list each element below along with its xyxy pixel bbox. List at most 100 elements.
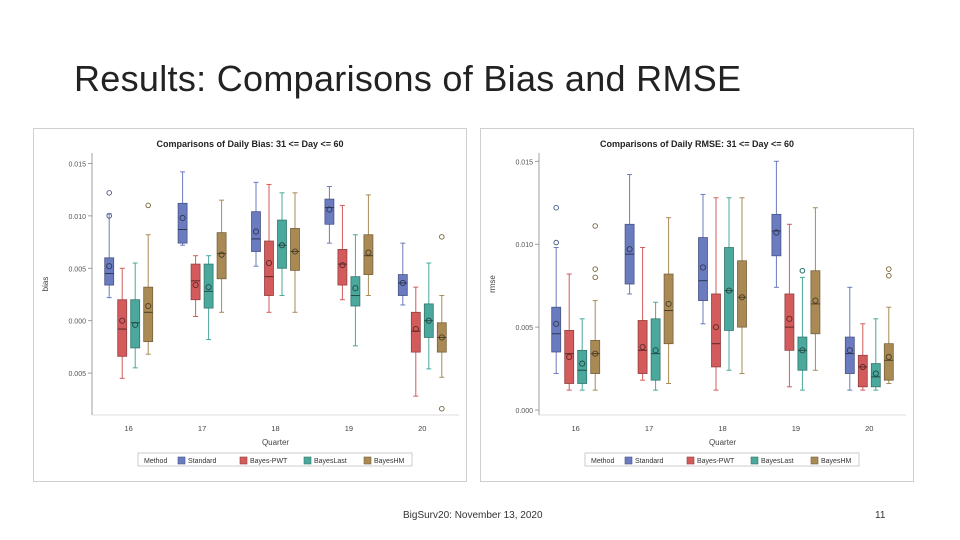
legend-swatch xyxy=(810,456,819,465)
box-bayeshm xyxy=(810,270,821,335)
mean-marker xyxy=(252,228,260,235)
mean-marker xyxy=(119,317,126,324)
outlier-point xyxy=(886,272,892,279)
y-tick-label: 0.005 xyxy=(68,371,86,378)
box-standard xyxy=(698,237,708,301)
legend-swatch xyxy=(239,456,248,465)
box-bayeslast xyxy=(277,219,287,269)
mean-marker xyxy=(799,347,806,354)
box-bayeshm xyxy=(883,343,894,381)
mean-marker xyxy=(218,251,225,258)
legend-swatch xyxy=(363,456,372,465)
mean-marker xyxy=(425,317,432,324)
legend-label: BayesLast xyxy=(314,458,347,465)
outlier-point xyxy=(799,267,806,274)
box-bayeshm xyxy=(290,228,300,271)
outlier-point xyxy=(553,239,559,246)
box-bayes-pwt xyxy=(117,299,128,357)
x-tick-label: 17 xyxy=(198,424,206,433)
mean-marker xyxy=(132,321,139,328)
mean-marker xyxy=(179,214,186,222)
legend-label: Bayes-PWT xyxy=(250,458,288,465)
x-axis-label: Quarter xyxy=(262,438,289,447)
box-bayes-pwt xyxy=(190,263,201,301)
legend-box xyxy=(584,452,860,467)
outlier-point xyxy=(592,274,598,281)
mean-marker xyxy=(265,259,273,267)
mean-marker xyxy=(626,246,633,253)
box-bayes-pwt xyxy=(711,293,721,368)
mean-marker xyxy=(326,206,333,213)
y-tick-label: 0.000 xyxy=(68,319,86,326)
mean-marker xyxy=(872,370,879,377)
mean-marker xyxy=(652,347,659,354)
mean-marker xyxy=(339,262,346,269)
box-bayeshm xyxy=(363,234,374,275)
mean-marker xyxy=(579,360,586,367)
box-standard xyxy=(104,257,115,286)
mean-marker xyxy=(291,248,299,255)
mean-marker xyxy=(192,281,199,289)
box-standard xyxy=(324,198,335,225)
x-tick-label: 17 xyxy=(645,424,653,433)
legend-swatch xyxy=(303,456,312,465)
y-axis-label: bias xyxy=(41,277,50,292)
outlier-point xyxy=(439,405,445,412)
box-bayeslast xyxy=(650,318,661,381)
legend-label: BayesHM xyxy=(821,458,852,465)
x-tick-label: 20 xyxy=(418,424,426,433)
mean-marker xyxy=(145,302,152,310)
x-tick-label: 19 xyxy=(792,424,800,433)
rmse-chart-panel: Comparisons of Daily RMSE: 31 <= Day <= … xyxy=(480,128,914,482)
legend-swatch xyxy=(177,456,186,465)
x-tick-label: 16 xyxy=(572,424,580,433)
box-bayeshm xyxy=(143,286,154,343)
rmse-boxplot: Comparisons of Daily RMSE: 31 <= Day <= … xyxy=(488,139,906,467)
box-bayeshm xyxy=(663,273,674,345)
box-bayeshm xyxy=(590,339,601,374)
mean-marker xyxy=(859,363,866,370)
outlier-point xyxy=(592,266,598,272)
box-bayeshm xyxy=(737,260,747,328)
box-standard xyxy=(397,274,408,296)
box-bayeslast xyxy=(797,336,808,371)
y-tick-label: 0.010 xyxy=(68,214,86,221)
legend-label: BayesLast xyxy=(761,458,794,465)
outlier-point xyxy=(592,223,598,229)
box-standard xyxy=(251,211,261,252)
box-standard xyxy=(551,306,562,353)
x-tick-label: 19 xyxy=(345,424,353,433)
mean-marker xyxy=(786,315,793,322)
box-bayes-pwt xyxy=(264,240,274,296)
mean-marker xyxy=(106,263,113,270)
legend-swatch xyxy=(686,456,695,465)
mean-marker xyxy=(773,229,780,236)
y-tick-label: 0.005 xyxy=(515,325,533,332)
mean-marker xyxy=(699,264,707,271)
legend-swatch xyxy=(624,456,633,465)
box-bayeslast xyxy=(577,349,588,384)
mean-marker xyxy=(278,242,286,249)
box-bayeslast xyxy=(130,299,141,349)
box-bayes-pwt xyxy=(857,354,868,388)
mean-marker xyxy=(438,334,445,341)
mean-marker xyxy=(725,287,733,294)
mean-marker xyxy=(665,300,672,307)
page-number: 11 xyxy=(875,510,886,521)
mean-marker xyxy=(412,326,419,333)
legend-label: BayesHM xyxy=(374,458,405,465)
legend: Method Standard Bayes-PWT BayesLast BayesHM xyxy=(137,452,413,467)
legend-label: Standard xyxy=(188,458,217,465)
box-bayeslast xyxy=(203,263,214,309)
box-bayeslast xyxy=(724,247,734,331)
box-bayeslast xyxy=(350,276,361,307)
y-axis-label: rmse xyxy=(488,275,497,293)
y-tick-label: 0.010 xyxy=(515,242,533,249)
box-bayes-pwt xyxy=(337,249,348,286)
outlier-point xyxy=(106,190,112,196)
y-tick-label: 0.005 xyxy=(68,266,86,273)
mean-marker xyxy=(205,284,212,291)
mean-marker xyxy=(812,297,819,304)
chart-title: Comparisons of Daily RMSE: 31 <= Day <= … xyxy=(600,139,794,149)
x-axis-label: Quarter xyxy=(709,438,736,447)
